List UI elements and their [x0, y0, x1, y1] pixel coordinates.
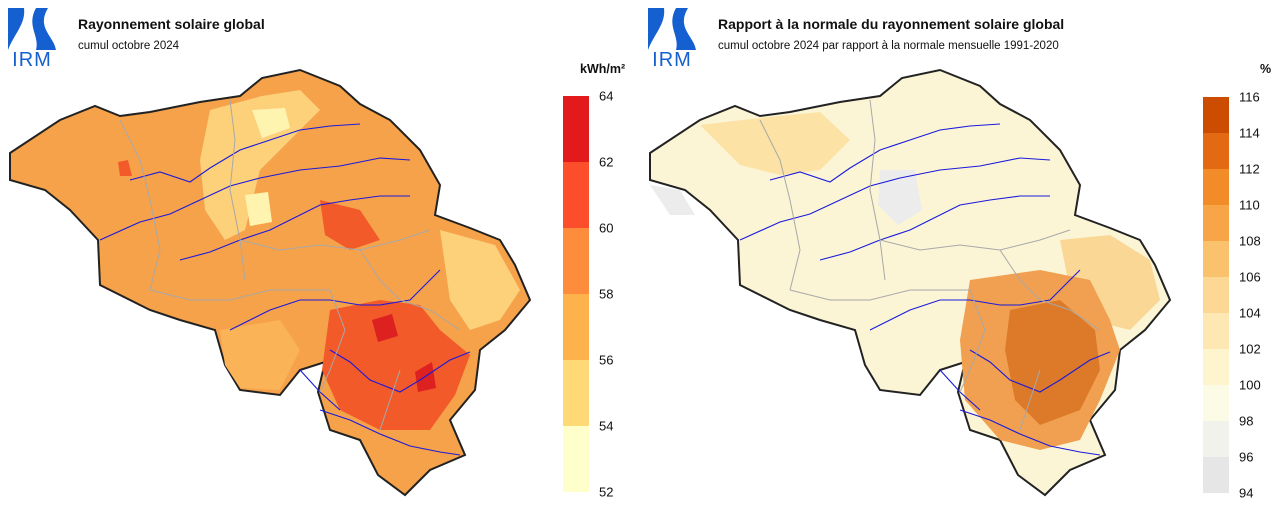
- map-subtitle: cumul octobre 2024 par rapport à la norm…: [718, 40, 1059, 52]
- irm-logo-mark-icon: [648, 8, 696, 50]
- irm-logo-text: IRM: [12, 49, 52, 71]
- legend-swatch-104-106: [1203, 277, 1229, 313]
- hot-spot-west: [118, 160, 132, 176]
- legend-tick: 112: [1239, 161, 1260, 177]
- solar-radiation-panel: IRM Rayonnement solaire global cumul oct…: [6, 6, 626, 500]
- legend-tick: 106: [1239, 269, 1261, 285]
- legend-tick: 116: [1239, 89, 1260, 105]
- legend-swatch-98-100: [1203, 385, 1229, 421]
- legend-unit: kWh/m²: [580, 62, 626, 76]
- legend-swatch-60-62: [563, 162, 589, 228]
- legend-swatch-100-102: [1203, 349, 1229, 385]
- legend-tick: 100: [1239, 377, 1261, 393]
- belgium-ratio-map: [649, 68, 1172, 497]
- legend-swatch-96-98: [1203, 421, 1229, 457]
- legend-tick: 54: [599, 418, 614, 434]
- map-title: Rayonnement solaire global: [78, 16, 265, 32]
- legend-tick: 114: [1239, 125, 1260, 141]
- irm-logo: IRM: [646, 6, 698, 72]
- hottest-zone-south: [1005, 300, 1100, 425]
- light-zone-north: [200, 90, 320, 240]
- hottest-zone: [372, 314, 436, 392]
- legend-swatch-106-108: [1203, 241, 1229, 277]
- provincial-borders: [759, 99, 1101, 431]
- legend-unit: %: [1260, 62, 1272, 76]
- provincial-borders: [119, 99, 461, 431]
- legend-tick: 96: [1239, 449, 1254, 465]
- legend-swatch-62-64: [563, 96, 589, 162]
- legend-swatch-114-116: [1203, 97, 1229, 133]
- legend-tick: 110: [1239, 197, 1260, 213]
- map-title: Rapport à la normale du rayonnement sola…: [718, 16, 1065, 32]
- legend-tick: 104: [1239, 305, 1261, 321]
- legend-tick: 94: [1239, 485, 1254, 501]
- legend-tick: 98: [1239, 413, 1254, 429]
- light-zone-northwest: [700, 112, 850, 175]
- legend-tick: 62: [599, 154, 614, 170]
- legend-swatch-94-96: [1203, 457, 1229, 493]
- irm-logo-mark-icon: [8, 8, 56, 50]
- legend-swatch-56-58: [563, 294, 589, 360]
- pale-zone: [245, 108, 290, 226]
- legend-swatch-112-114: [1203, 133, 1229, 169]
- legend-tick: 108: [1239, 233, 1261, 249]
- legend-swatch-58-60: [563, 228, 589, 294]
- legend-tick: 56: [599, 352, 614, 368]
- legend-swatch-52-54: [563, 426, 589, 492]
- light-zone-east: [440, 230, 520, 330]
- legend-tick: 64: [599, 88, 614, 104]
- rivers: [739, 123, 1111, 456]
- legend-tick: 60: [599, 220, 614, 236]
- rivers: [99, 123, 471, 456]
- legend-tick: 52: [599, 484, 614, 500]
- legend-tick: 58: [599, 286, 614, 302]
- belgium-map: [9, 68, 532, 497]
- pale-zone-central: [650, 170, 922, 225]
- legend-swatch-102-104: [1203, 313, 1229, 349]
- hot-zone-central: [320, 200, 380, 250]
- legend-tick: 102: [1239, 341, 1261, 357]
- ratio-to-normal-panel: IRM Rapport à la normale du rayonnement …: [640, 0, 1280, 507]
- hot-zone-ardennes: [322, 300, 470, 430]
- legend-swatch-108-110: [1203, 205, 1229, 241]
- map-subtitle: cumul octobre 2024: [78, 40, 180, 52]
- legend-swatch-110-112: [1203, 169, 1229, 205]
- light-zone-southwest: [220, 320, 300, 390]
- irm-logo-text: IRM: [652, 49, 692, 71]
- irm-logo: IRM: [6, 6, 58, 72]
- legend-swatch-54-56: [563, 360, 589, 426]
